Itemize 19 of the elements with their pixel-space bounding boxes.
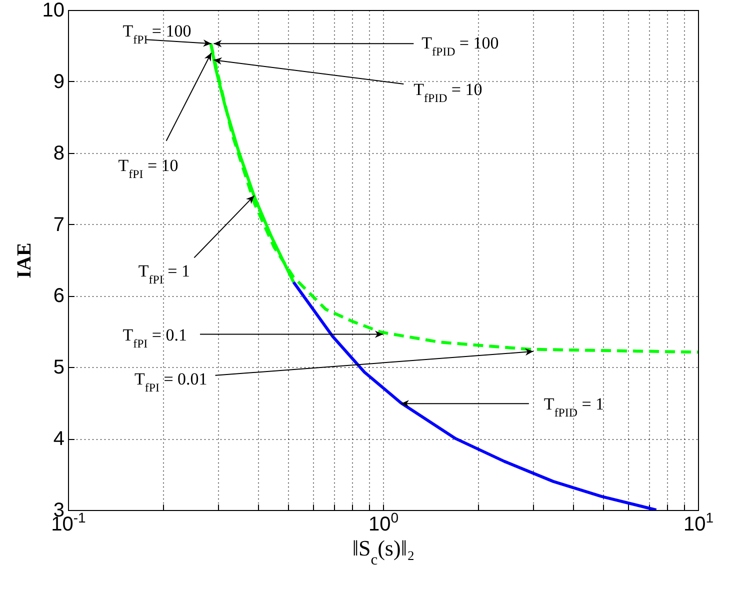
annotation: T$_{fPID}$ = 10 <box>414 80 482 105</box>
y-tick-label: 8 <box>53 142 64 164</box>
y-tick-label: 6 <box>53 285 64 308</box>
annotation: T$_{fPI}$ = 1 <box>138 262 190 287</box>
x-tick-label: 10$^{1}$ <box>683 510 714 536</box>
annotation: T$_{fPI}$ = 10 <box>118 156 178 181</box>
x-axis-title: ‖S$_{c}$(s)‖₂ <box>352 536 415 568</box>
y-tick-label: 9 <box>53 70 64 93</box>
y-axis-title: IAE <box>13 242 36 278</box>
annotation: T$_{fPI}$ = 0.1 <box>122 325 187 350</box>
y-tick-label: 10 <box>42 0 64 22</box>
annotation: T$_{fPI}$ = 100 <box>122 22 192 47</box>
annotation: T$_{fPID}$ = 100 <box>422 34 499 59</box>
annotation: T$_{fPID}$ = 1 <box>544 394 604 420</box>
annotation: T$_{fPI}$ = 0.01 <box>134 369 208 394</box>
y-tick-label: 7 <box>53 214 64 236</box>
x-tick-label: 10$^{0}$ <box>368 510 399 536</box>
y-tick-label: 5 <box>53 356 64 379</box>
y-tick-label: 4 <box>53 428 64 450</box>
